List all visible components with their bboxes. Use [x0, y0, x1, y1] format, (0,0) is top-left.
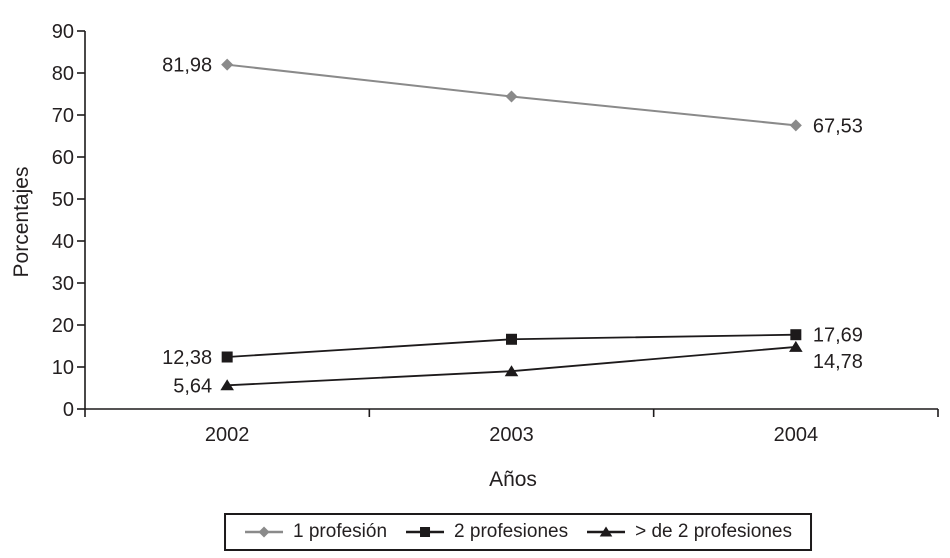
data-point-label: 17,69: [813, 325, 863, 347]
series-1: 81,98 67,53: [162, 55, 863, 138]
legend-item-2-profesiones: 2 profesiones: [405, 521, 568, 543]
data-point-label: 14,78: [813, 351, 863, 373]
legend-marker-triangle-icon: [587, 526, 626, 537]
x-tick-label: 2003: [489, 424, 534, 446]
y-tick-label: 50: [52, 189, 74, 211]
y-tick-label: 70: [52, 105, 74, 127]
y-tick-label: 90: [52, 21, 74, 43]
legend-sample-marker: [420, 527, 431, 537]
x-tick-label: 2002: [205, 424, 250, 446]
data-point-label: 12,38: [162, 347, 212, 369]
data-point-marker: [505, 90, 518, 103]
data-point-marker: [789, 119, 802, 132]
x-tick-label: 2004: [774, 424, 819, 446]
x-axis-title: Años: [489, 468, 537, 491]
legend-sample-marker: [599, 526, 613, 537]
legend-label: 2 profesiones: [454, 521, 569, 542]
data-point-marker: [504, 365, 519, 377]
legend-label: > de 2 profesiones: [635, 521, 792, 542]
data-point-marker: [220, 379, 234, 391]
legend-marker-square-icon: [406, 527, 445, 537]
data-point-marker: [506, 333, 517, 345]
y-tick-label: 60: [52, 147, 74, 169]
y-tick-label: 20: [52, 315, 74, 337]
legend-sample-marker: [258, 526, 270, 538]
legend-label: 1 profesión: [293, 521, 388, 542]
y-tick-label: 40: [52, 231, 74, 253]
y-axis-title: Porcentajes: [10, 166, 33, 278]
legend-item-1-profesion: 1 profesión: [244, 521, 387, 543]
data-point-marker: [790, 329, 802, 341]
data-point-label: 5,64: [173, 375, 212, 397]
data-point-marker: [789, 340, 803, 352]
chart-legend: 1 profesión 2 profesiones > de 2 profesi…: [224, 513, 812, 551]
y-tick-label: 30: [52, 273, 74, 295]
series-2: 12,38 17,69: [162, 325, 863, 369]
y-tick-label: 0: [63, 399, 74, 421]
series-3: 5,64 14,78: [173, 340, 863, 397]
data-point-marker: [221, 58, 234, 71]
y-tick-label: 10: [52, 357, 74, 379]
y-tick-label: 80: [52, 63, 74, 85]
legend-item-mas-de-2-profesiones: > de 2 profesiones: [586, 521, 792, 543]
data-point-label: 67,53: [813, 115, 863, 137]
data-point-label: 81,98: [162, 55, 212, 77]
legend-marker-diamond-icon: [245, 526, 284, 538]
data-point-marker: [221, 351, 233, 363]
